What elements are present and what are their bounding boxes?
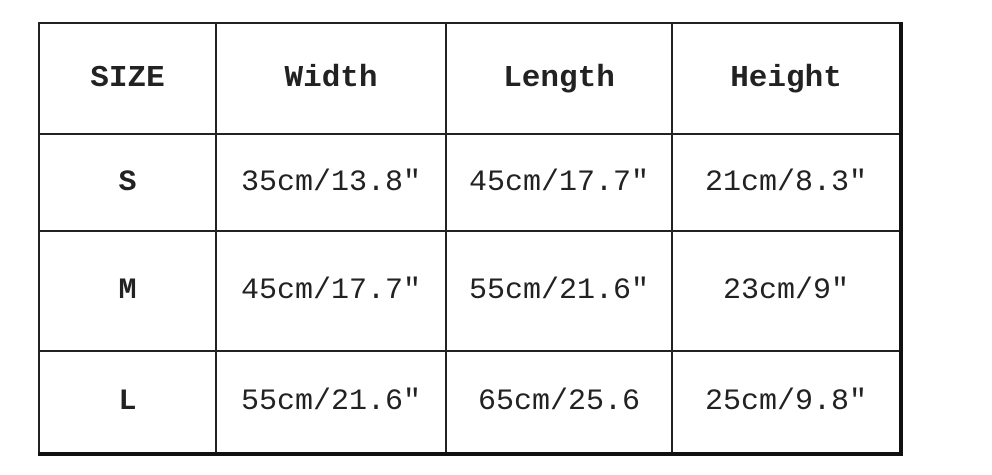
header-length: Length [445,22,673,135]
length-cell: 45cm/17.7″ [445,133,673,232]
header-height: Height [671,22,902,135]
width-cell: 55cm/21.6″ [215,350,447,455]
length-cell: 55cm/21.6″ [445,230,673,352]
height-cell: 25cm/9.8″ [671,350,902,455]
size-cell: L [38,350,217,455]
size-cell: M [38,230,217,352]
table-header-row: SIZE Width Length Height [38,22,902,135]
header-width: Width [215,22,447,135]
size-chart-table: SIZE Width Length Height S 35cm/13.8″ 45… [38,22,903,456]
length-cell: 65cm/25.6 [445,350,673,455]
table-row: S 35cm/13.8″ 45cm/17.7″ 21cm/8.3″ [38,133,902,232]
header-size: SIZE [38,22,217,135]
width-cell: 35cm/13.8″ [215,133,447,232]
height-cell: 21cm/8.3″ [671,133,902,232]
table-row: L 55cm/21.6″ 65cm/25.6 25cm/9.8″ [38,350,902,455]
table-row: M 45cm/17.7″ 55cm/21.6″ 23cm/9″ [38,230,902,352]
height-cell: 23cm/9″ [671,230,902,352]
size-cell: S [38,133,217,232]
width-cell: 45cm/17.7″ [215,230,447,352]
